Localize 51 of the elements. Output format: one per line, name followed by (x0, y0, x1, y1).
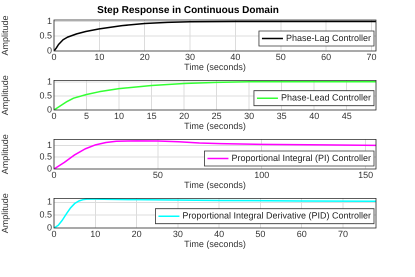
y-tick-label: 0.5 (39, 90, 52, 100)
x-tick-label: 45 (342, 110, 352, 121)
x-axis-title: Time (seconds) (184, 239, 246, 250)
y-axis-title: Amplitude (0, 15, 10, 56)
x-tick-label: 150 (358, 170, 374, 180)
x-tick-label: 30 (172, 228, 183, 239)
x-tick-label: 70 (338, 228, 348, 239)
y-tick-label: 0.5 (39, 152, 52, 162)
x-tick-label: 30 (185, 52, 196, 62)
x-tick-label: 50 (152, 170, 163, 180)
legend-label: Phase-Lead Controller (280, 92, 372, 103)
x-tick-label: 25 (212, 110, 222, 121)
x-tick-label: 70 (366, 52, 376, 62)
legend-label: Proportional Integral Derivative (PID) Controller (182, 210, 372, 221)
y-tick-label: 0 (46, 222, 52, 232)
x-tick-label: 40 (214, 228, 224, 239)
x-tick-label: 60 (296, 228, 307, 239)
x-axis-title: Time (seconds) (184, 180, 246, 190)
y-axis-title: Amplitude (0, 134, 10, 174)
y-tick-label: 1 (46, 196, 52, 207)
legend-label: Proportional Integral (PI) Controller (231, 152, 372, 163)
x-tick-label: 20 (132, 228, 142, 239)
y-tick-label: 1 (46, 140, 52, 150)
x-tick-label: 40 (309, 110, 320, 121)
y-axis-title: Amplitude (0, 75, 10, 116)
x-tick-label: 5 (84, 110, 90, 121)
x-tick-label: 10 (90, 228, 100, 239)
x-tick-label: 60 (321, 52, 332, 62)
x-tick-label: 10 (114, 110, 124, 121)
x-tick-label: 35 (276, 110, 287, 121)
y-tick-label: 0.5 (39, 30, 52, 41)
x-tick-label: 20 (140, 52, 150, 62)
y-tick-label: 0 (46, 45, 52, 56)
legend-label: Phase-Lag Controller (286, 32, 372, 43)
x-tick-label: 30 (244, 110, 254, 121)
x-tick-label: 50 (276, 52, 286, 62)
y-axis-title: Amplitude (0, 193, 10, 234)
x-axis-title: Time (seconds) (184, 62, 246, 72)
x-tick-label: 40 (230, 52, 240, 62)
y-tick-label: 0.5 (39, 210, 52, 220)
y-tick-label: 0 (46, 163, 52, 174)
y-tick-label: 0 (46, 104, 52, 114)
y-tick-label: 1 (46, 76, 52, 86)
x-tick-label: 50 (255, 228, 266, 239)
x-tick-label: 15 (146, 110, 157, 121)
x-tick-label: 100 (254, 170, 270, 180)
x-tick-label: 10 (94, 52, 104, 62)
x-tick-label: 20 (179, 110, 190, 121)
x-axis-title: Time (seconds) (184, 121, 246, 132)
chart-title: Step Response in Continuous Domain (97, 4, 279, 16)
y-tick-label: 1 (46, 16, 52, 26)
